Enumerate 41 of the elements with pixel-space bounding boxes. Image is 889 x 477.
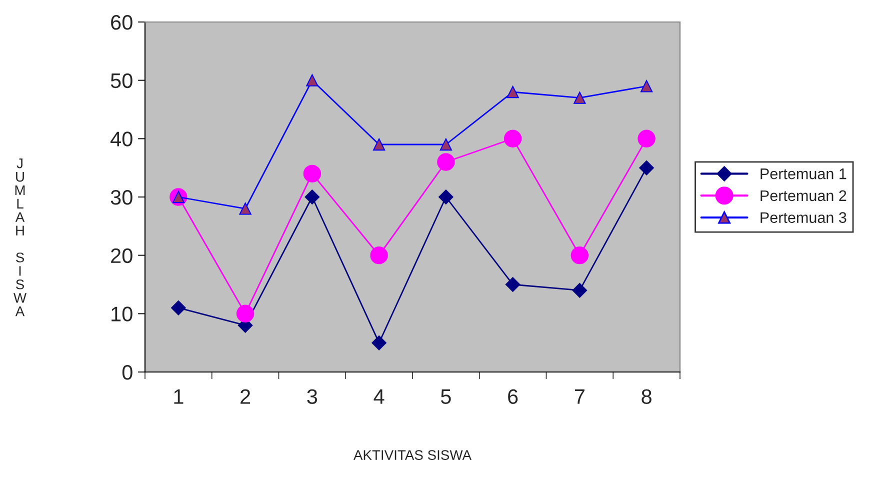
point — [239, 202, 252, 215]
x-tick-label: 5 — [440, 389, 451, 404]
x-tick-label: 1 — [174, 389, 184, 404]
y-tick-label: 50 — [110, 73, 132, 88]
point — [372, 138, 386, 151]
point — [370, 246, 388, 264]
legend-label: Pertemuan 1 — [760, 168, 846, 180]
x-tick-label: 6 — [508, 389, 518, 404]
x-tick-label: 3 — [307, 389, 318, 404]
point — [306, 74, 318, 86]
x-tick-label: 7 — [574, 389, 584, 404]
x-tick-label: 4 — [374, 389, 384, 404]
point — [570, 246, 589, 264]
point — [505, 277, 520, 292]
y-tick-label: 40 — [110, 132, 132, 146]
point — [171, 300, 186, 316]
point — [638, 130, 656, 148]
point — [572, 282, 588, 298]
legend-label: Pertemuan 3 — [760, 212, 846, 223]
point — [640, 80, 653, 92]
point — [236, 304, 254, 323]
y-tick-label: 10 — [112, 306, 132, 322]
point — [438, 190, 454, 204]
y-tick-label: 30 — [110, 190, 132, 205]
point — [303, 164, 322, 183]
point — [304, 190, 320, 204]
legend-label: Pertemuan 2 — [760, 190, 846, 202]
point — [440, 138, 452, 151]
point — [639, 160, 654, 176]
point — [504, 130, 522, 148]
point — [372, 335, 386, 350]
point — [506, 86, 519, 98]
text: JUMLAH SISWA — [14, 158, 27, 316]
point — [437, 153, 455, 171]
point — [574, 92, 586, 104]
x-tick-label: 8 — [642, 389, 652, 404]
x-axis-title: AKTIVITAS SISWA — [353, 450, 472, 460]
y-tick-label: 0 — [122, 365, 132, 380]
y-tick-label: 60 — [111, 15, 132, 30]
x-tick-label: 2 — [240, 389, 250, 404]
y-tick-label: 20 — [111, 248, 132, 264]
